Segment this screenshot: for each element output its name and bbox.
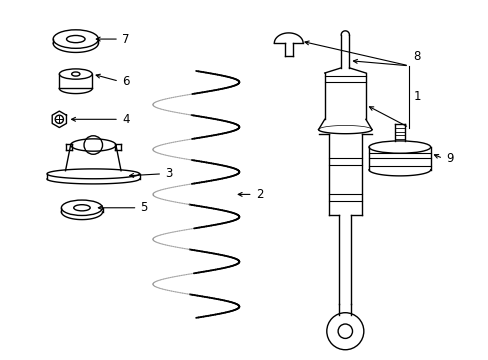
Text: 5: 5 xyxy=(141,201,148,214)
Text: 1: 1 xyxy=(412,90,420,103)
Text: 3: 3 xyxy=(165,167,172,180)
Text: 8: 8 xyxy=(412,50,420,63)
Text: 4: 4 xyxy=(122,113,129,126)
Text: 2: 2 xyxy=(255,188,263,201)
Text: 9: 9 xyxy=(445,152,453,165)
Text: 6: 6 xyxy=(122,75,129,88)
Text: 7: 7 xyxy=(122,32,129,46)
